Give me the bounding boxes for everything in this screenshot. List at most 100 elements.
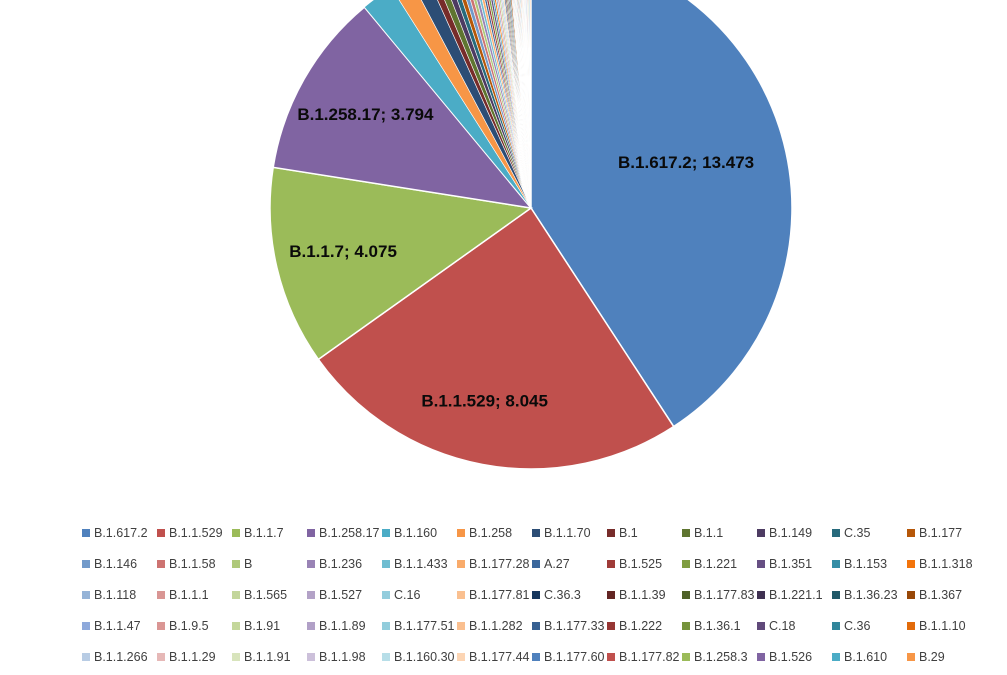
legend-label: C.18 — [769, 618, 796, 633]
legend-label: B.1.525 — [619, 556, 663, 571]
data-label-B-1-1-529: B.1.1.529; 8.045 — [421, 391, 548, 410]
legend-label: B.1.149 — [769, 525, 813, 540]
legend-label: A.27 — [544, 556, 570, 571]
legend-item: B.1.367 — [907, 588, 982, 602]
legend-swatch — [82, 652, 90, 661]
legend-item: B.1.146 — [82, 557, 157, 571]
legend-swatch — [232, 590, 240, 599]
pie-slice-B-1-149 — [451, 0, 532, 209]
legend-swatch — [607, 528, 615, 537]
data-label-B-1-1-7: B.1.1.7; 4.075 — [289, 242, 397, 261]
legend-swatch — [832, 590, 840, 599]
pie-slice-B-1-177 — [461, 0, 532, 209]
data-label-B-1-258-17: B.1.258.17; 3.794 — [297, 105, 434, 124]
legend-swatch — [682, 590, 690, 599]
legend-swatch — [382, 559, 390, 568]
legend-label: C.36 — [844, 618, 871, 633]
legend-item: B.1.617.2 — [82, 526, 157, 540]
legend-item: B.1.1.266 — [82, 650, 157, 664]
legend-swatch — [832, 528, 840, 537]
legend-swatch — [82, 621, 90, 630]
legend-item: B.1.177.51 — [382, 619, 457, 633]
legend-label: B.1.236 — [319, 556, 363, 571]
pie-slice-C-35 — [456, 0, 532, 209]
legend-label: B.1.160 — [394, 525, 438, 540]
legend-label: B.1.221.1 — [769, 587, 823, 602]
legend-item: B.1.177.82 — [607, 650, 682, 664]
legend-item: B.1.610 — [832, 650, 907, 664]
pie-slice-B-1-1 — [444, 0, 532, 209]
legend-item: B.1.177 — [907, 526, 982, 540]
pie-slice-B-1 — [437, 0, 532, 209]
legend-label: B.1.177.28 — [469, 556, 530, 571]
pie-slice-B-1-525 — [486, 0, 532, 209]
legend-label: B.1.1.91 — [244, 649, 291, 664]
legend-swatch — [682, 559, 690, 568]
chart-legend: B.1.617.2 B.1.1.529 B.1.1.7 B.1.258.17 B.1.1… — [82, 517, 992, 672]
legend-label: B.1.177.60 — [544, 649, 605, 664]
pie-slice-B-29 — [529, 0, 532, 209]
pie-slice-B-1-1-58 — [470, 0, 532, 209]
legend-item: B.1.1.91 — [232, 650, 307, 664]
legend-swatch — [382, 652, 390, 661]
legend-item: B.1.177.83 — [682, 588, 757, 602]
legend-item: B.1.153 — [832, 557, 907, 571]
legend-swatch — [232, 528, 240, 537]
legend-label: B.1.177.82 — [619, 649, 680, 664]
legend-label: B.1.36.23 — [844, 587, 898, 602]
legend-item: B.1.118 — [82, 588, 157, 602]
pie-slice-B-1-1-282 — [515, 0, 532, 209]
legend-item: B.1.177.81 — [457, 588, 532, 602]
legend-label: B.1.565 — [244, 587, 288, 602]
pie-slice-B-1-1-318 — [494, 0, 532, 209]
legend-swatch — [82, 590, 90, 599]
legend-item: B.1.258.17 — [307, 526, 382, 540]
legend-label: B.1.1.89 — [319, 618, 366, 633]
legend-swatch — [907, 528, 915, 537]
pie-slice-B-1-221 — [488, 0, 532, 209]
legend-item: B.1.1.433 — [382, 557, 457, 571]
legend-swatch — [232, 621, 240, 630]
legend-swatch — [607, 590, 615, 599]
legend-item: B.1.1.98 — [307, 650, 382, 664]
legend-swatch — [82, 559, 90, 568]
legend-label: B.1.91 — [244, 618, 281, 633]
legend-label: B.1.1.39 — [619, 587, 666, 602]
legend-swatch — [532, 621, 540, 630]
pie-chart-area: B.1.617.2; 13.473 B.1.1.529; 8.045 B.1.1.7… — [269, 0, 793, 470]
legend-row: B.1.118 B.1.1.1 B.1.565 B.1.527 C.16 B.1.177.… — [82, 579, 992, 610]
legend-label: B.1.1.58 — [169, 556, 216, 571]
legend-item: B.1.1.89 — [307, 619, 382, 633]
legend-swatch — [682, 621, 690, 630]
legend-label: B.1.1.29 — [169, 649, 216, 664]
legend-swatch — [457, 528, 465, 537]
legend-swatch — [157, 590, 165, 599]
legend-label: B.1.146 — [94, 556, 138, 571]
legend-label: B.1.177.83 — [694, 587, 755, 602]
legend-swatch — [682, 652, 690, 661]
legend-label: C.16 — [394, 587, 421, 602]
legend-swatch — [307, 652, 315, 661]
legend-swatch — [232, 559, 240, 568]
legend-swatch — [307, 621, 315, 630]
legend-swatch — [307, 528, 315, 537]
pie-slice-A-27 — [484, 0, 532, 209]
legend-swatch — [757, 621, 765, 630]
legend-item: A.27 — [532, 557, 607, 571]
legend-label: B.1.160.30 — [394, 649, 455, 664]
legend-swatch — [832, 559, 840, 568]
legend-item: B.1.1.7 — [232, 526, 307, 540]
legend-swatch — [307, 559, 315, 568]
legend-label: B.1 — [619, 525, 638, 540]
legend-label: B.29 — [919, 649, 945, 664]
legend-item: B.1.1.318 — [907, 557, 982, 571]
pie-chart: B.1.617.2; 13.473 B.1.1.529; 8.045 B.1.1.7… — [269, 0, 793, 470]
legend-item: B.1.1.1 — [157, 588, 232, 602]
legend-swatch — [532, 652, 540, 661]
legend-swatch — [532, 528, 540, 537]
legend-swatch — [382, 528, 390, 537]
legend-swatch — [457, 559, 465, 568]
legend-swatch — [757, 528, 765, 537]
legend-row: B.1.1.47 B.1.9.5 B.1.91 B.1.1.89 B.1.177.51 B… — [82, 610, 992, 641]
legend-label: B.1.177.33 — [544, 618, 605, 633]
